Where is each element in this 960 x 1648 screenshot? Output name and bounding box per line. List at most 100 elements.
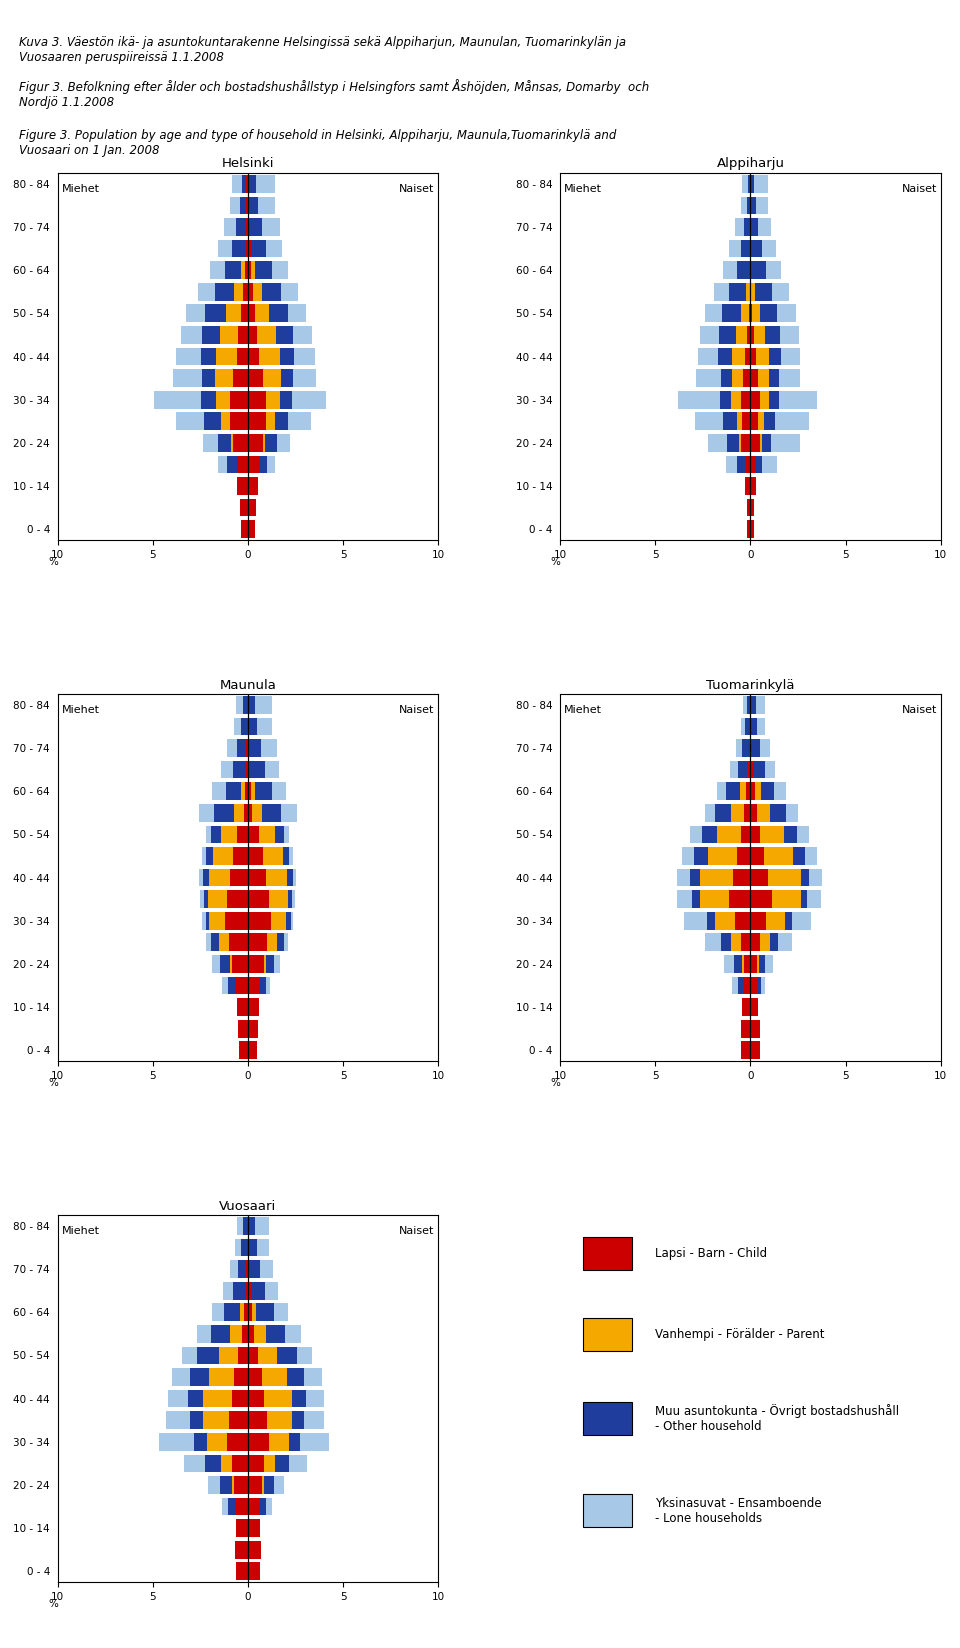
Bar	[777, 305, 796, 323]
Bar	[751, 868, 768, 887]
Bar	[740, 1042, 751, 1060]
Bar	[238, 1346, 248, 1365]
Bar	[741, 196, 747, 214]
Bar	[745, 478, 751, 494]
Bar	[257, 717, 273, 735]
Bar	[690, 868, 700, 887]
Bar	[222, 1498, 228, 1516]
Bar	[294, 348, 315, 366]
Bar	[742, 956, 744, 972]
Bar	[751, 783, 755, 799]
Bar	[218, 455, 228, 473]
Bar	[751, 175, 755, 193]
Bar	[792, 911, 811, 929]
Bar	[281, 369, 293, 387]
Bar	[756, 695, 765, 714]
Bar	[752, 717, 757, 735]
Bar	[194, 1432, 207, 1450]
Bar	[245, 1282, 248, 1300]
Bar	[236, 1562, 248, 1580]
Bar	[248, 369, 263, 387]
Bar	[741, 717, 745, 735]
Bar	[293, 1411, 304, 1429]
Bar	[280, 348, 294, 366]
Bar	[226, 262, 241, 279]
Bar	[232, 239, 245, 257]
Bar	[749, 305, 751, 323]
Bar	[262, 804, 281, 822]
Bar	[706, 305, 722, 323]
Bar	[765, 326, 780, 344]
Bar	[677, 868, 690, 887]
Bar	[221, 826, 236, 844]
Bar	[752, 283, 755, 300]
Bar	[751, 305, 753, 323]
Text: Lapsi - Barn - Child: Lapsi - Barn - Child	[656, 1248, 767, 1261]
Bar	[154, 391, 202, 409]
Bar	[756, 196, 768, 214]
Bar	[751, 391, 760, 409]
Bar	[232, 847, 248, 865]
Bar	[262, 1368, 287, 1386]
Bar	[806, 890, 821, 908]
Bar	[211, 933, 219, 951]
Bar	[732, 977, 738, 994]
Bar	[251, 783, 254, 799]
Title: Maunula: Maunula	[220, 679, 276, 692]
Bar	[190, 1411, 204, 1429]
Bar	[248, 455, 259, 473]
Bar	[168, 1389, 188, 1407]
Bar	[212, 783, 226, 799]
Bar	[808, 868, 823, 887]
Bar	[706, 933, 721, 951]
Bar	[241, 521, 248, 537]
Bar	[225, 911, 248, 929]
Bar	[801, 868, 808, 887]
Bar	[746, 283, 750, 300]
Bar	[289, 847, 293, 865]
Bar	[288, 412, 311, 430]
Bar	[728, 433, 739, 452]
Bar	[255, 1218, 269, 1234]
Bar	[237, 478, 248, 494]
Bar	[758, 956, 765, 972]
Text: Kuva 3. Väestön ikä- ja asuntokuntarakenne Helsingissä sekä Alppiharjun, Maunula: Kuva 3. Väestön ikä- ja asuntokuntaraken…	[19, 36, 626, 64]
Bar	[221, 326, 238, 344]
Bar	[779, 933, 792, 951]
Bar	[742, 175, 748, 193]
Bar	[715, 911, 734, 929]
Bar	[275, 826, 283, 844]
Bar	[281, 804, 297, 822]
Bar	[208, 1477, 220, 1493]
Bar	[248, 1541, 261, 1559]
Bar	[204, 412, 222, 430]
Bar	[267, 455, 276, 473]
Text: Naiset: Naiset	[399, 1226, 435, 1236]
Bar	[246, 1261, 248, 1277]
Bar	[684, 911, 708, 929]
Bar	[264, 1455, 276, 1472]
Bar	[695, 412, 724, 430]
Bar	[264, 956, 266, 972]
Bar	[158, 1432, 194, 1450]
Bar	[228, 1411, 248, 1429]
Bar	[227, 305, 241, 323]
Bar	[200, 890, 204, 908]
Bar	[747, 695, 750, 714]
Bar	[772, 283, 789, 300]
Bar	[289, 305, 306, 323]
Bar	[215, 283, 234, 300]
Bar	[248, 262, 252, 279]
Bar	[736, 740, 742, 756]
Bar	[248, 933, 267, 951]
Bar	[736, 847, 751, 865]
Bar	[228, 933, 248, 951]
Bar	[212, 1304, 224, 1322]
Bar	[248, 868, 266, 887]
Bar	[267, 933, 276, 951]
Bar	[181, 1346, 198, 1365]
Bar	[205, 933, 211, 951]
Bar	[221, 761, 232, 778]
Bar	[248, 890, 269, 908]
Bar	[248, 239, 251, 257]
